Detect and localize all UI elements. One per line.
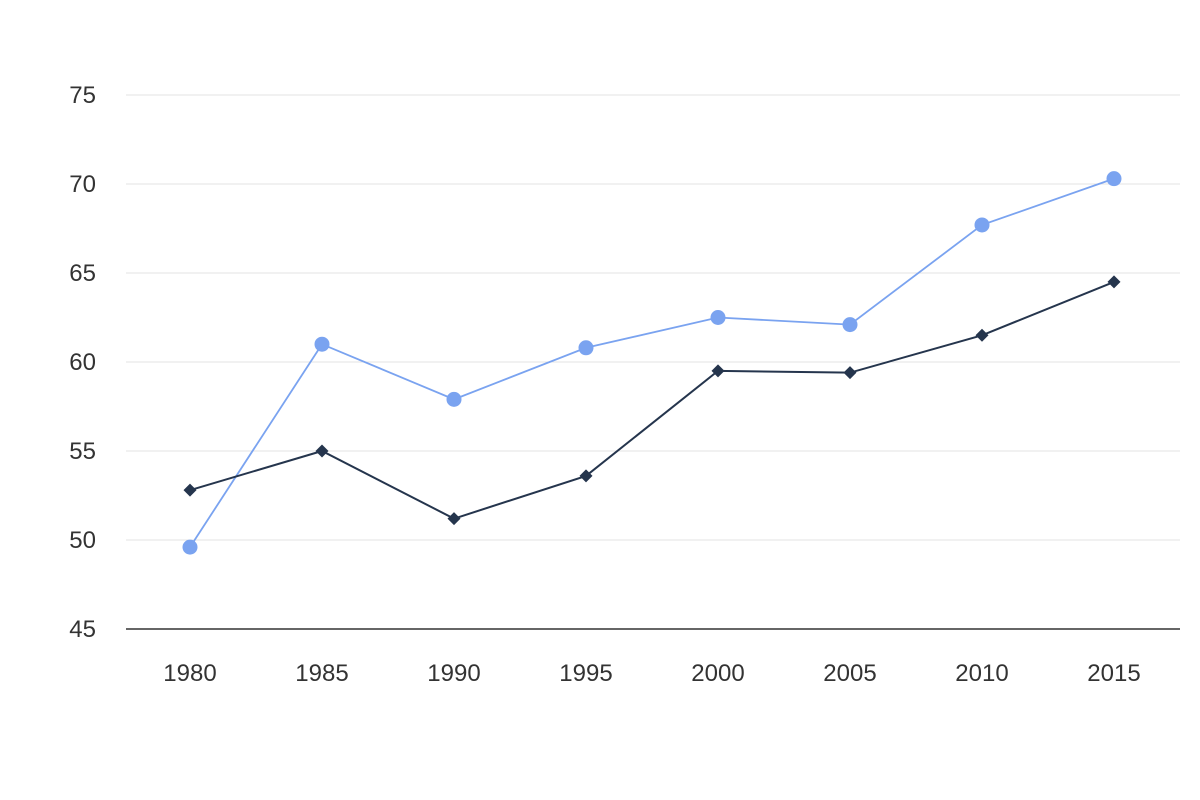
x-tick-label: 2000	[691, 660, 744, 687]
y-axis-ticks: 45 50 55 60 65 70 75	[69, 82, 96, 643]
data-point	[974, 217, 990, 233]
y-tick-label: 45	[69, 616, 96, 643]
y-tick-label: 50	[69, 527, 96, 554]
data-point	[579, 469, 593, 483]
data-point	[1106, 171, 1122, 187]
y-tick-label: 60	[69, 349, 96, 376]
x-tick-label: 2015	[1087, 660, 1140, 687]
x-tick-label: 1990	[427, 660, 480, 687]
grid-lines	[126, 94, 1180, 541]
data-point	[843, 366, 857, 380]
x-axis-ticks: 1980 1985 1990 1995 2000 2005 2010 2015	[163, 660, 1140, 687]
data-point	[710, 310, 726, 325]
x-tick-label: 1980	[163, 660, 216, 687]
series-1	[182, 171, 1122, 555]
y-tick-label: 70	[69, 171, 96, 198]
x-tick-label: 1995	[559, 660, 612, 687]
data-point	[578, 340, 594, 356]
data-point	[1107, 275, 1121, 289]
x-tick-label: 1985	[295, 660, 348, 687]
data-point	[447, 512, 461, 526]
y-tick-label: 65	[69, 260, 96, 287]
series-1-line	[189, 177, 1115, 548]
series-group	[182, 171, 1122, 555]
data-point	[182, 539, 198, 555]
y-tick-label: 75	[69, 82, 96, 109]
x-tick-label: 2005	[823, 660, 876, 687]
data-point	[711, 364, 725, 378]
y-tick-label: 55	[69, 438, 96, 465]
data-point	[315, 444, 329, 458]
data-point	[446, 391, 462, 407]
data-point	[183, 483, 197, 497]
data-point	[314, 336, 330, 352]
x-tick-label: 2010	[955, 660, 1008, 687]
data-point	[842, 317, 858, 333]
series-2	[183, 275, 1121, 526]
series-2-line	[189, 280, 1115, 520]
data-point	[975, 328, 989, 342]
